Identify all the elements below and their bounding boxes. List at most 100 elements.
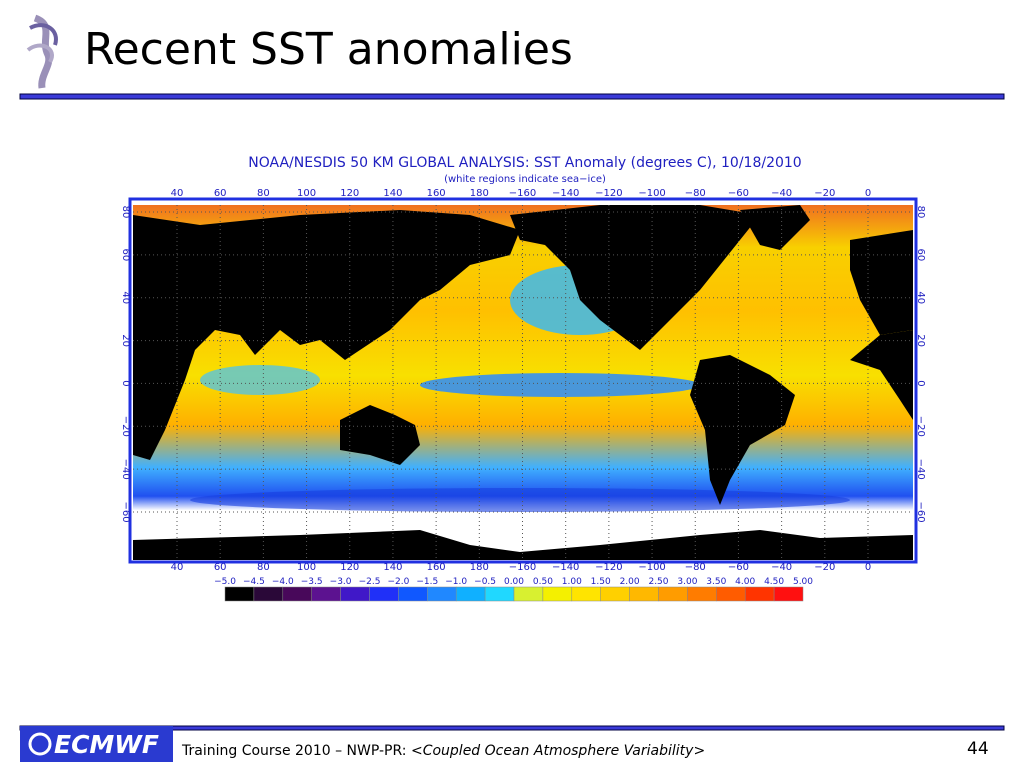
- lon-label-bottom: −160: [509, 562, 536, 573]
- colorbar-swatch: [253, 586, 284, 602]
- lon-label-top: 40: [171, 188, 184, 199]
- lon-label-bottom: −60: [728, 562, 749, 573]
- lon-label-top: −80: [685, 188, 706, 199]
- colorbar-swatch: [282, 586, 312, 602]
- colorbar-label: −1.0: [445, 577, 467, 587]
- lon-label-top: −20: [814, 188, 835, 199]
- lon-label-top: −140: [552, 188, 579, 199]
- lon-label-top: −160: [509, 188, 536, 199]
- colorbar-swatch: [369, 586, 399, 602]
- lat-label-left: 20: [120, 334, 131, 347]
- land: [690, 355, 795, 505]
- colorbar-label: −0.5: [474, 577, 496, 587]
- lat-label-right: −60: [915, 501, 926, 522]
- lon-label-top: −120: [595, 188, 622, 199]
- lat-label-left: 80: [120, 206, 131, 219]
- page-number: 44: [967, 739, 989, 759]
- footer-logo-mark: [28, 732, 52, 756]
- colorbar-swatch: [600, 586, 630, 602]
- colorbar-label: 1.00: [562, 577, 582, 587]
- footer-topic: <Coupled Ocean Atmosphere Variability>: [411, 743, 705, 759]
- colorbar-label: 1.50: [591, 577, 611, 587]
- map-title: NOAA/NESDIS 50 KM GLOBAL ANALYSIS: SST A…: [248, 155, 801, 171]
- lon-label-bottom: 60: [214, 562, 227, 573]
- colorbar-swatch: [427, 586, 457, 602]
- colorbar-label: 0.50: [533, 577, 553, 587]
- colorbar: −5.0 −4.5 −4.0 −3.5 −3.0 −2.5 −2.0 −1.5 −1.0 −0.5…: [214, 577, 813, 602]
- footer-logo: ECMWF: [54, 730, 159, 759]
- colorbar-swatch: [773, 586, 804, 602]
- lat-label-right: 20: [915, 334, 926, 347]
- lon-label-top: −60: [728, 188, 749, 199]
- colorbar-label: 0.00: [504, 577, 524, 587]
- lon-label-bottom: −140: [552, 562, 579, 573]
- map-subtitle: (white regions indicate sea−ice): [444, 174, 606, 185]
- colorbar-label: 4.00: [735, 577, 755, 587]
- colorbar-swatch: [513, 586, 544, 602]
- colorbar-swatch: [340, 586, 370, 602]
- lon-label-bottom: 100: [297, 562, 316, 573]
- lon-label-top: 120: [340, 188, 359, 199]
- map-labels: 40 40 60 60 80 80 100 100 120 120 140 140 160 160 180 1…: [120, 188, 926, 573]
- lon-label-bottom: −80: [685, 562, 706, 573]
- land: [850, 230, 913, 335]
- lat-label-left: −40: [120, 459, 131, 480]
- footer-logo-box: [20, 726, 173, 762]
- lon-label-bottom: 80: [257, 562, 270, 573]
- lon-label-bottom: −20: [814, 562, 835, 573]
- colorbar-label: 2.00: [620, 577, 640, 587]
- lat-label-right: 0: [915, 380, 926, 386]
- lat-label-right: −20: [915, 416, 926, 437]
- colorbar-swatch: [455, 586, 486, 602]
- colorbar-label: 2.50: [648, 577, 668, 587]
- header-logo: [26, 14, 58, 89]
- colorbar-swatch: [716, 586, 746, 602]
- colorbar-label: −4.5: [243, 577, 265, 587]
- colorbar-label: 5.00: [793, 577, 813, 587]
- colorbar-label: 3.50: [706, 577, 726, 587]
- slide-title: Recent SST anomalies: [84, 24, 573, 75]
- colorbar-label: −5.0: [214, 577, 236, 587]
- lat-label-left: 40: [120, 291, 131, 304]
- colorbar-swatch: [311, 586, 341, 602]
- ocean-anomaly: [200, 365, 320, 395]
- footer-text: Training Course 2010 – NWP-PR: <Coupled …: [181, 743, 705, 759]
- land: [850, 330, 913, 420]
- land: [740, 205, 810, 250]
- lat-label-right: 80: [915, 206, 926, 219]
- colorbar-swatch: [658, 586, 688, 602]
- lon-label-top: 100: [297, 188, 316, 199]
- colorbar-label: −2.5: [359, 577, 381, 587]
- land: [510, 205, 760, 350]
- colorbar-swatch: [484, 586, 515, 602]
- lat-label-right: 60: [915, 248, 926, 261]
- lon-label-bottom: −40: [771, 562, 792, 573]
- lon-label-bottom: 160: [427, 562, 446, 573]
- lon-label-bottom: 180: [470, 562, 489, 573]
- lat-label-right: 40: [915, 291, 926, 304]
- lon-label-bottom: 120: [340, 562, 359, 573]
- lon-label-bottom: 40: [171, 562, 184, 573]
- land: [133, 210, 520, 460]
- map: [133, 205, 913, 560]
- lon-label-bottom: 0: [865, 562, 871, 573]
- cold-tongue: [420, 373, 700, 397]
- lon-label-top: 140: [383, 188, 402, 199]
- colorbar-label: −3.0: [330, 577, 352, 587]
- lat-label-right: −40: [915, 459, 926, 480]
- colorbar-swatch: [224, 586, 255, 602]
- colorbar-swatch: [571, 586, 601, 602]
- colorbar-swatch: [398, 586, 428, 602]
- southern-band: [190, 488, 850, 512]
- lat-label-left: 0: [120, 380, 131, 386]
- land: [340, 405, 420, 465]
- lat-label-left: −20: [120, 416, 131, 437]
- colorbar-label: 4.50: [764, 577, 784, 587]
- lon-label-top: 60: [214, 188, 227, 199]
- colorbar-label: −2.0: [387, 577, 409, 587]
- lon-label-bottom: 140: [383, 562, 402, 573]
- footer-course: Training Course 2010 – NWP-PR:: [181, 743, 411, 759]
- lon-label-top: −40: [771, 188, 792, 199]
- lon-label-top: 80: [257, 188, 270, 199]
